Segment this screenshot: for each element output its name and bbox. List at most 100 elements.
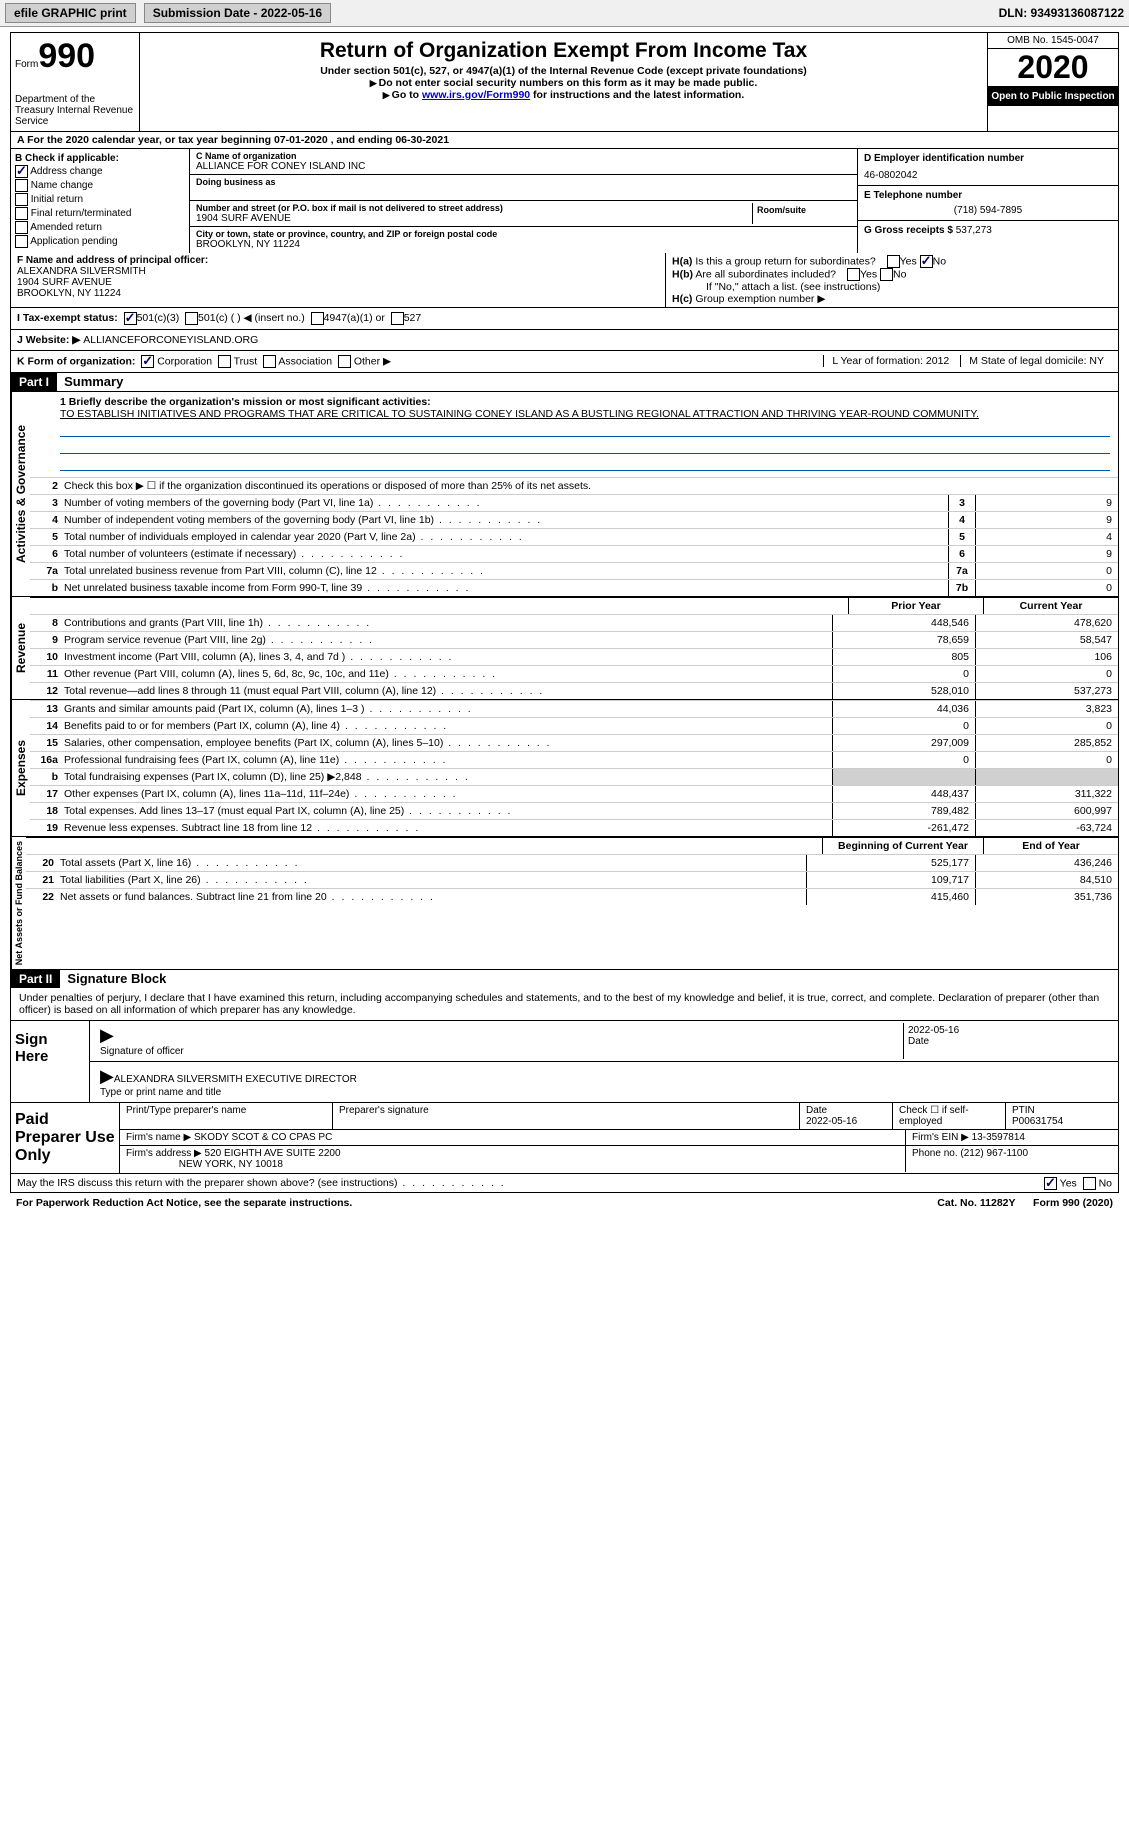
line-14: 14Benefits paid to or for members (Part … bbox=[30, 717, 1118, 734]
ssn-note: Do not enter social security numbers on … bbox=[148, 77, 979, 89]
line-9: 9Program service revenue (Part VIII, lin… bbox=[30, 631, 1118, 648]
irs-link[interactable]: www.irs.gov/Form990 bbox=[422, 89, 530, 101]
declaration: Under penalties of perjury, I declare th… bbox=[11, 988, 1118, 1020]
prep-check: Check ☐ if self-employed bbox=[893, 1103, 1006, 1129]
section-j: J Website: ▶ ALLIANCEFORCONEYISLAND.ORG bbox=[10, 330, 1119, 351]
website: ALLIANCEFORCONEYISLAND.ORG bbox=[83, 334, 258, 346]
officer-addr1: 1904 SURF AVENUE bbox=[17, 277, 112, 288]
officer-name: ALEXANDRA SILVERSMITH bbox=[17, 266, 146, 277]
line-8: 8Contributions and grants (Part VIII, li… bbox=[30, 614, 1118, 631]
goto-note: Go to www.irs.gov/Form990 for instructio… bbox=[148, 89, 979, 101]
line-3: 3Number of voting members of the governi… bbox=[30, 494, 1118, 511]
current-year-h: Current Year bbox=[983, 598, 1118, 614]
street-address: 1904 SURF AVENUE bbox=[196, 213, 752, 224]
cb-initial-return[interactable] bbox=[15, 193, 28, 206]
cb-name-change[interactable] bbox=[15, 179, 28, 192]
line-5: 5Total number of individuals employed in… bbox=[30, 528, 1118, 545]
ein-label: D Employer identification number bbox=[864, 153, 1112, 164]
phone-label: E Telephone number bbox=[864, 190, 1112, 201]
cb-final-return[interactable] bbox=[15, 207, 28, 220]
prep-date: 2022-05-16 bbox=[806, 1116, 857, 1127]
discuss-text: May the IRS discuss this return with the… bbox=[17, 1177, 506, 1189]
header-right: OMB No. 1545-0047 2020 Open to Public In… bbox=[987, 33, 1118, 131]
form-header: Form990 Department of the Treasury Inter… bbox=[10, 32, 1119, 132]
tax-status-label: I Tax-exempt status: bbox=[17, 312, 118, 325]
line-20: 20Total assets (Part X, line 16)525,1774… bbox=[26, 854, 1118, 871]
h-note: If "No," attach a list. (see instruction… bbox=[672, 281, 1112, 293]
header-center: Return of Organization Exempt From Incom… bbox=[140, 33, 987, 131]
mission-label: 1 Briefly describe the organization's mi… bbox=[60, 396, 431, 408]
fh-row: F Name and address of principal officer:… bbox=[10, 253, 1119, 308]
mission-text: TO ESTABLISH INITIATIVES AND PROGRAMS TH… bbox=[60, 408, 979, 420]
paperwork-notice: For Paperwork Reduction Act Notice, see … bbox=[16, 1197, 352, 1209]
phone: (718) 594-7895 bbox=[864, 201, 1112, 216]
dept-treasury: Department of the Treasury Internal Reve… bbox=[15, 94, 135, 127]
discuss-no[interactable] bbox=[1083, 1177, 1096, 1190]
toolbar: efile GRAPHIC print Submission Date - 20… bbox=[0, 0, 1129, 27]
part-ii-title: Signature Block bbox=[63, 971, 166, 986]
firm-phone: (212) 967-1100 bbox=[960, 1148, 1028, 1159]
firm-city: NEW YORK, NY 10018 bbox=[179, 1159, 283, 1170]
line-15: 15Salaries, other compensation, employee… bbox=[30, 734, 1118, 751]
part-i-title: Summary bbox=[60, 374, 123, 389]
cb-501c3[interactable] bbox=[124, 312, 137, 325]
year-formation: L Year of formation: 2012 bbox=[823, 355, 957, 367]
cb-address-change[interactable] bbox=[15, 165, 28, 178]
cb-pending[interactable] bbox=[15, 235, 28, 248]
cb-trust[interactable] bbox=[218, 355, 231, 368]
org-name-label: C Name of organization bbox=[196, 151, 851, 161]
part-i-tag: Part I bbox=[11, 373, 57, 391]
line-4: 4Number of independent voting members of… bbox=[30, 511, 1118, 528]
firm-name: SKODY SCOT & CO CPAS PC bbox=[194, 1132, 332, 1143]
sig-date: 2022-05-16 bbox=[908, 1025, 959, 1036]
submission-date: Submission Date - 2022-05-16 bbox=[144, 3, 331, 23]
line-16a: 16aProfessional fundraising fees (Part I… bbox=[30, 751, 1118, 768]
cb-501c[interactable] bbox=[185, 312, 198, 325]
city-state-zip: BROOKLYN, NY 11224 bbox=[196, 239, 851, 250]
ptin: P00631754 bbox=[1012, 1116, 1063, 1127]
line-2: Check this box ▶ ☐ if the organization d… bbox=[62, 478, 1118, 494]
typed-label: Type or print name and title bbox=[100, 1087, 221, 1098]
tax-year: 2020 bbox=[988, 49, 1118, 87]
typed-name: ALEXANDRA SILVERSMITH EXECUTIVE DIRECTOR bbox=[114, 1074, 357, 1085]
form-990-page: Form990 Department of the Treasury Inter… bbox=[0, 27, 1129, 1218]
ha-no[interactable] bbox=[920, 255, 933, 268]
line-7a: 7aTotal unrelated business revenue from … bbox=[30, 562, 1118, 579]
cb-4947[interactable] bbox=[311, 312, 324, 325]
line-12: 12Total revenue—add lines 8 through 11 (… bbox=[30, 682, 1118, 699]
cb-527[interactable] bbox=[391, 312, 404, 325]
cb-corp[interactable] bbox=[141, 355, 154, 368]
efile-button[interactable]: efile GRAPHIC print bbox=[5, 3, 136, 23]
netassets-section: Net Assets or Fund Balances Beginning of… bbox=[11, 836, 1118, 969]
governance-section: Activities & Governance 1 Briefly descri… bbox=[11, 392, 1118, 596]
discuss-yes[interactable] bbox=[1044, 1177, 1057, 1190]
section-i: I Tax-exempt status: 501(c)(3) 501(c) ( … bbox=[10, 308, 1119, 330]
line-11: 11Other revenue (Part VIII, column (A), … bbox=[30, 665, 1118, 682]
room-suite-label: Room/suite bbox=[753, 203, 851, 224]
form-footer: Form 990 (2020) bbox=[1033, 1197, 1113, 1209]
k-label: K Form of organization: bbox=[17, 355, 135, 367]
line-21: 21Total liabilities (Part X, line 26)109… bbox=[26, 871, 1118, 888]
ha-yes[interactable] bbox=[887, 255, 900, 268]
hb-no[interactable] bbox=[880, 268, 893, 281]
cb-other[interactable] bbox=[338, 355, 351, 368]
state-domicile: M State of legal domicile: NY bbox=[960, 355, 1112, 367]
line-b: bTotal fundraising expenses (Part IX, co… bbox=[30, 768, 1118, 785]
page-footer: For Paperwork Reduction Act Notice, see … bbox=[10, 1193, 1119, 1213]
hb-yes[interactable] bbox=[847, 268, 860, 281]
date-label: Date bbox=[908, 1036, 929, 1047]
part-i: Part I Summary Activities & Governance 1… bbox=[10, 373, 1119, 970]
line-22: 22Net assets or fund balances. Subtract … bbox=[26, 888, 1118, 905]
vlabel-revenue: Revenue bbox=[11, 597, 30, 699]
end-year-h: End of Year bbox=[983, 838, 1118, 854]
org-name: ALLIANCE FOR CONEY ISLAND INC bbox=[196, 161, 851, 172]
cb-assoc[interactable] bbox=[263, 355, 276, 368]
cb-amended[interactable] bbox=[15, 221, 28, 234]
section-d: D Employer identification number 46-0802… bbox=[857, 149, 1118, 253]
addr-label: Number and street (or P.O. box if mail i… bbox=[196, 203, 752, 213]
public-inspection: Open to Public Inspection bbox=[988, 87, 1118, 106]
form-number: 990 bbox=[38, 37, 95, 75]
prep-name-h: Print/Type preparer's name bbox=[120, 1103, 333, 1129]
form-title: Return of Organization Exempt From Incom… bbox=[148, 39, 979, 63]
gross-label: G Gross receipts $ bbox=[864, 225, 953, 236]
